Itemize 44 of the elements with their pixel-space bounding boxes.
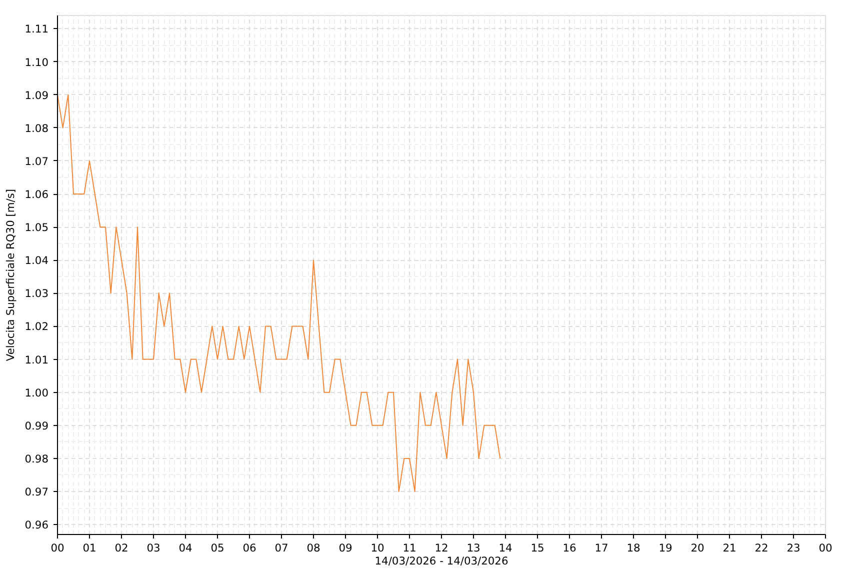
x-tick-label: 11	[402, 542, 416, 554]
y-tick-label: 1.01	[24, 353, 49, 366]
x-tick-label: 09	[338, 542, 352, 554]
x-tick-label: 13	[466, 542, 480, 554]
x-tick-label: 07	[274, 542, 288, 554]
y-tick-label: 0.98	[24, 452, 49, 466]
x-tick-label: 19	[658, 542, 672, 554]
x-tick-label: 23	[786, 542, 800, 554]
y-tick-label: 1.02	[24, 320, 49, 334]
y-tick-label: 1.04	[24, 254, 49, 268]
x-tick-label: 12	[434, 542, 448, 554]
y-tick-label: 0.96	[24, 518, 49, 532]
x-tick-label: 03	[146, 542, 160, 554]
y-tick-label: 1.11	[24, 22, 49, 36]
x-tick-label: 18	[626, 542, 640, 554]
y-tick-label: 1.05	[24, 221, 49, 234]
x-tick-label: 00	[818, 542, 832, 554]
x-tick-label: 04	[178, 542, 192, 554]
x-tick-label: 08	[306, 542, 320, 554]
x-tick-label: 16	[562, 542, 576, 554]
x-tick-label: 21	[722, 542, 736, 554]
y-axis-title: Velocita Superficiale RQ30 [m/s]	[4, 188, 17, 362]
y-tick-label: 1.09	[24, 88, 49, 102]
x-axis-title: 14/03/2026 - 14/03/2026	[374, 554, 508, 568]
x-tick-label: 06	[242, 542, 256, 554]
y-tick-label: 0.97	[24, 486, 49, 499]
y-tick-label: 1.08	[24, 122, 49, 135]
x-tick-label: 05	[210, 542, 224, 554]
y-tick-label: 0.99	[24, 419, 49, 432]
y-tick-label: 1.03	[24, 287, 49, 300]
y-tick-label: 1.00	[24, 386, 49, 400]
y-tick-label: 1.10	[24, 56, 49, 69]
x-tick-label: 20	[690, 542, 704, 554]
x-tick-label: 14	[498, 542, 512, 554]
line-series	[58, 94, 501, 492]
x-tick-label: 02	[114, 542, 128, 554]
y-tick-label: 1.06	[24, 188, 49, 202]
x-tick-label: 17	[594, 542, 608, 554]
x-tick-label: 01	[82, 542, 96, 554]
x-tick-label: 22	[754, 542, 768, 554]
x-tick-label: 00	[50, 542, 64, 554]
x-tick-label: 10	[370, 542, 384, 554]
x-tick-label: 15	[530, 542, 544, 554]
y-tick-label: 1.07	[24, 154, 49, 168]
